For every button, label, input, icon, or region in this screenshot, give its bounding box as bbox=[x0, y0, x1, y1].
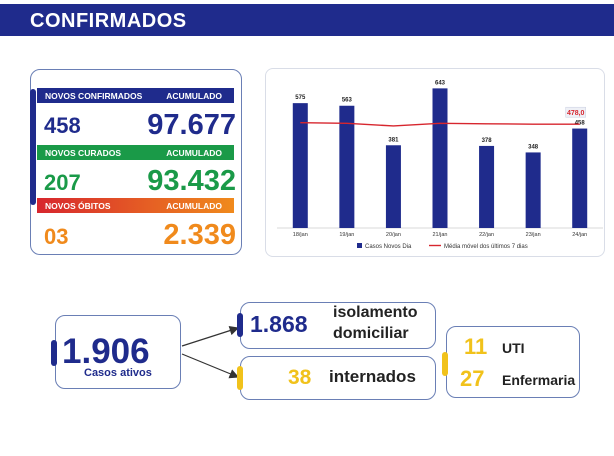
leitos-accent bbox=[442, 352, 448, 376]
legend-line-label: Média móvel dos últimos 7 dias bbox=[444, 244, 528, 250]
x-tick-24/jan: 24/jan bbox=[572, 232, 587, 238]
bar-label-18/jan: 575 bbox=[295, 95, 306, 101]
x-tick-22/jan: 22/jan bbox=[479, 232, 494, 238]
casos-ativos-box bbox=[55, 315, 181, 389]
uti-value: 11 bbox=[464, 334, 488, 359]
internados-accent bbox=[237, 366, 243, 390]
bar-22/jan bbox=[479, 145, 495, 228]
isolamento-accent bbox=[237, 313, 243, 337]
x-tick-18/jan: 18/jan bbox=[293, 232, 308, 238]
bar-label-19/jan: 563 bbox=[342, 98, 353, 104]
bar-label-23/jan: 348 bbox=[528, 144, 539, 150]
stats-accent-bar bbox=[30, 89, 36, 205]
bar-23/jan bbox=[525, 152, 541, 228]
casos-ativos-accent bbox=[51, 340, 57, 366]
leitos-box bbox=[446, 326, 580, 398]
confirmados-acumulado: 97.677 bbox=[147, 109, 236, 141]
internados-box bbox=[240, 356, 436, 400]
obitos-novos: 03 bbox=[44, 224, 69, 249]
uti-label: UTI bbox=[502, 340, 525, 356]
confirmados-header: NOVOS CONFIRMADOS ACUMULADO bbox=[37, 88, 234, 103]
internados-value: 38 bbox=[288, 366, 312, 389]
enfermaria-label: Enfermaria bbox=[502, 372, 576, 388]
obitos-label: NOVOS ÓBITOS bbox=[45, 201, 111, 211]
x-tick-20/jan: 20/jan bbox=[386, 232, 401, 238]
obitos-acumulado: 2.339 bbox=[163, 219, 236, 251]
obitos-header: NOVOS ÓBITOS ACUMULADO bbox=[37, 198, 234, 213]
bar-label-21/jan: 643 bbox=[435, 80, 446, 86]
daily-cases-chart: 575 18/jan 563 19/jan 381 20/jan 643 21/jan 378 2… bbox=[277, 80, 603, 250]
bar-label-24/jan: 458 bbox=[575, 121, 586, 127]
isolamento-label-line2: domiciliar bbox=[333, 325, 409, 342]
confirmados-novos: 458 bbox=[44, 113, 81, 138]
legend-bar-swatch bbox=[357, 243, 362, 248]
internados-label: internados bbox=[329, 367, 416, 386]
x-tick-19/jan: 19/jan bbox=[339, 232, 354, 238]
bar-19/jan bbox=[339, 105, 355, 228]
arrow-to-isolamento bbox=[181, 326, 240, 347]
bar-label-22/jan: 378 bbox=[482, 138, 493, 144]
confirmados-label: NOVOS CONFIRMADOS bbox=[45, 91, 143, 101]
moving-average-highlight-label: 478,0 bbox=[567, 110, 585, 117]
page-title: CONFIRMADOS bbox=[30, 10, 187, 32]
legend-bar-label: Casos Novos Dia bbox=[365, 244, 412, 250]
bar-21/jan bbox=[432, 88, 448, 229]
enfermaria-value: 27 bbox=[460, 366, 485, 391]
confirmados-acumulado-label: ACUMULADO bbox=[166, 91, 222, 101]
bar-label-20/jan: 381 bbox=[388, 137, 399, 143]
curados-acumulado: 93.432 bbox=[147, 165, 236, 197]
isolamento-label-line1: isolamento bbox=[333, 304, 418, 321]
isolamento-box bbox=[240, 302, 436, 349]
x-tick-21/jan: 21/jan bbox=[433, 232, 448, 238]
bar-20/jan bbox=[385, 145, 401, 228]
moving-average-line bbox=[300, 121, 580, 127]
curados-acumulado-label: ACUMULADO bbox=[166, 148, 222, 158]
isolamento-value: 1.868 bbox=[250, 311, 308, 337]
arrow-to-internados bbox=[181, 353, 240, 379]
curados-novos: 207 bbox=[44, 170, 81, 195]
casos-ativos-value: 1.906 bbox=[62, 332, 150, 371]
header-banner: CONFIRMADOS bbox=[0, 4, 614, 36]
curados-header: NOVOS CURADOS ACUMULADO bbox=[37, 145, 234, 160]
casos-ativos-label: Casos ativos bbox=[84, 367, 152, 379]
moving-average-highlight-box bbox=[565, 106, 586, 118]
bar-18/jan bbox=[292, 103, 308, 228]
x-tick-23/jan: 23/jan bbox=[526, 232, 541, 238]
bar-24/jan bbox=[572, 128, 588, 228]
connector-arrows bbox=[181, 326, 240, 379]
obitos-acumulado-label: ACUMULADO bbox=[166, 201, 222, 211]
curados-label: NOVOS CURADOS bbox=[45, 148, 122, 158]
